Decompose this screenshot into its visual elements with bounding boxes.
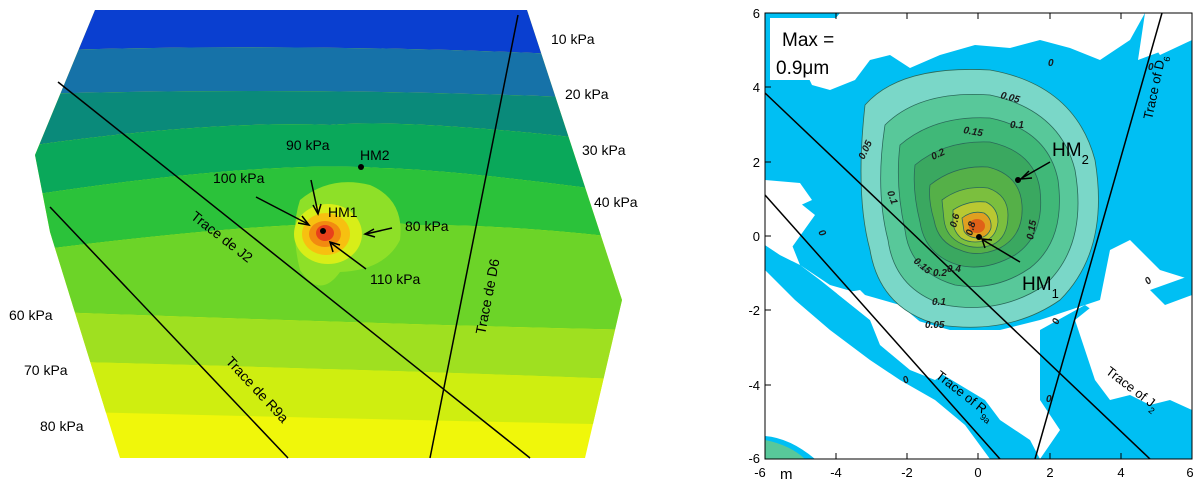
- trace-j-line: [764, 92, 1151, 460]
- trace-r-line: [764, 194, 1001, 460]
- white-right-blob: [1075, 275, 1192, 410]
- arrow-90kpa: [310, 179, 319, 214]
- pressure-map: 10 kPa 20 kPa 30 kPa 40 kPa 60 kPa 70 kP…: [9, 10, 638, 459]
- hm2-point: [1015, 177, 1021, 183]
- y-tick-label: 6: [753, 6, 760, 21]
- x-tick-label: -6: [754, 465, 766, 480]
- label-100kpa: 100 kPa: [213, 170, 265, 186]
- contour-label: 0.6: [948, 212, 962, 229]
- max-label-line1: Max =: [782, 30, 834, 51]
- contour-label: 0: [1148, 62, 1154, 73]
- unit-label: m: [780, 466, 793, 483]
- label-10kpa: 10 kPa: [551, 31, 595, 47]
- trace-d6-line: [429, 14, 519, 459]
- y-tick-label: 2: [753, 155, 760, 170]
- axis-ticks: [765, 12, 1122, 460]
- contour-label: 0.4: [947, 264, 961, 275]
- hm2-point: [358, 164, 364, 170]
- arrow-hm1: [982, 239, 1021, 263]
- cyan-right-strip: [1150, 275, 1192, 305]
- contour-label: 0.1: [1010, 120, 1024, 131]
- max-label-box: [770, 18, 850, 80]
- hm1-point: [976, 234, 982, 240]
- trace-d-line: [1034, 12, 1163, 460]
- y-tick-label: 4: [753, 80, 760, 95]
- x-tick-label: 2: [1046, 465, 1053, 480]
- pressure-bands: [35, 10, 622, 458]
- contour-label: 0: [1048, 58, 1054, 69]
- contour-label: 0.05: [999, 90, 1021, 106]
- label-40kpa: 40 kPa: [594, 194, 638, 210]
- trace-r9a-line: [49, 206, 289, 459]
- white-left-notch: [765, 180, 812, 210]
- x-tick-label: 0: [974, 465, 981, 480]
- y-tick-label: -6: [748, 451, 760, 466]
- white-left-gap: [765, 240, 950, 380]
- displacement-plot: Max = 0.9μm 0 0 0.05 0.1 0.15 0.05 0.1 0…: [748, 6, 1193, 483]
- label-60kpa: 60 kPa: [9, 307, 53, 323]
- label-80kpa-inner: 80 kPa: [405, 218, 449, 234]
- contour-label: 0: [815, 228, 828, 239]
- y-tick-labels: 6 4 2 0 -2 -4 -6: [748, 6, 760, 466]
- x-tick-label: 6: [1186, 465, 1193, 480]
- contour-label: 0.05: [925, 320, 945, 331]
- y-tick-label: 0: [753, 229, 760, 244]
- y-tick-label: -4: [748, 378, 760, 393]
- band-30kpa: [35, 91, 622, 150]
- plot-arrows: [980, 161, 1051, 263]
- contour-label: 0.1: [884, 189, 899, 206]
- arrow-110kpa: [330, 242, 367, 270]
- label-110kpa: 110 kPa: [370, 271, 421, 287]
- label-90kpa: 90 kPa: [286, 137, 330, 153]
- x-tick-label: -2: [901, 465, 913, 480]
- arrow-100kpa: [255, 196, 309, 225]
- label-30kpa: 30 kPa: [582, 142, 626, 158]
- contour-label: 0.1: [932, 297, 946, 308]
- label-hm1: HM1: [328, 204, 358, 220]
- x-tick-labels: -6 -4 -2 0 2 4 6: [754, 465, 1193, 480]
- contour-label: 0: [1143, 275, 1155, 287]
- band-20kpa: [35, 47, 622, 100]
- label-70kpa: 70 kPa: [24, 362, 68, 378]
- top-right-white: [1145, 13, 1192, 55]
- arrow-80kpa: [365, 227, 393, 235]
- arrow-hm2: [1021, 161, 1051, 179]
- band-40kpa: [35, 123, 622, 200]
- y-tick-label: -2: [748, 303, 760, 318]
- band-80kpa: [35, 360, 622, 425]
- corner-green: [765, 440, 805, 459]
- contour-peak: [969, 219, 985, 233]
- contour-label: 0.15: [1025, 219, 1039, 241]
- max-label-line2: 0.9μm: [776, 58, 829, 79]
- contour-label: 0: [1046, 394, 1052, 405]
- contour-label: 0.2: [930, 147, 948, 163]
- contour-label: 0.8: [964, 220, 978, 237]
- contour-label: 0: [1050, 317, 1062, 326]
- x-tick-label: -4: [830, 465, 842, 480]
- arrows: [255, 179, 393, 270]
- contour-label: 0: [901, 374, 912, 387]
- top-white: [765, 13, 1145, 90]
- label-hm2: HM2: [1052, 140, 1089, 167]
- label-20kpa: 20 kPa: [565, 86, 609, 102]
- label-hm2: HM2: [360, 147, 390, 163]
- contour-label: 0.15: [962, 125, 984, 139]
- label-hm1: HM1: [1022, 274, 1059, 301]
- label-80kpa-left: 80 kPa: [40, 418, 84, 434]
- hm1-point: [320, 228, 326, 234]
- band-70kpa: [35, 310, 622, 380]
- band-10kpa: [35, 10, 622, 58]
- x-tick-label: 4: [1117, 465, 1124, 480]
- contour-label: 0.2: [933, 268, 947, 279]
- trace-j2-line: [57, 81, 531, 459]
